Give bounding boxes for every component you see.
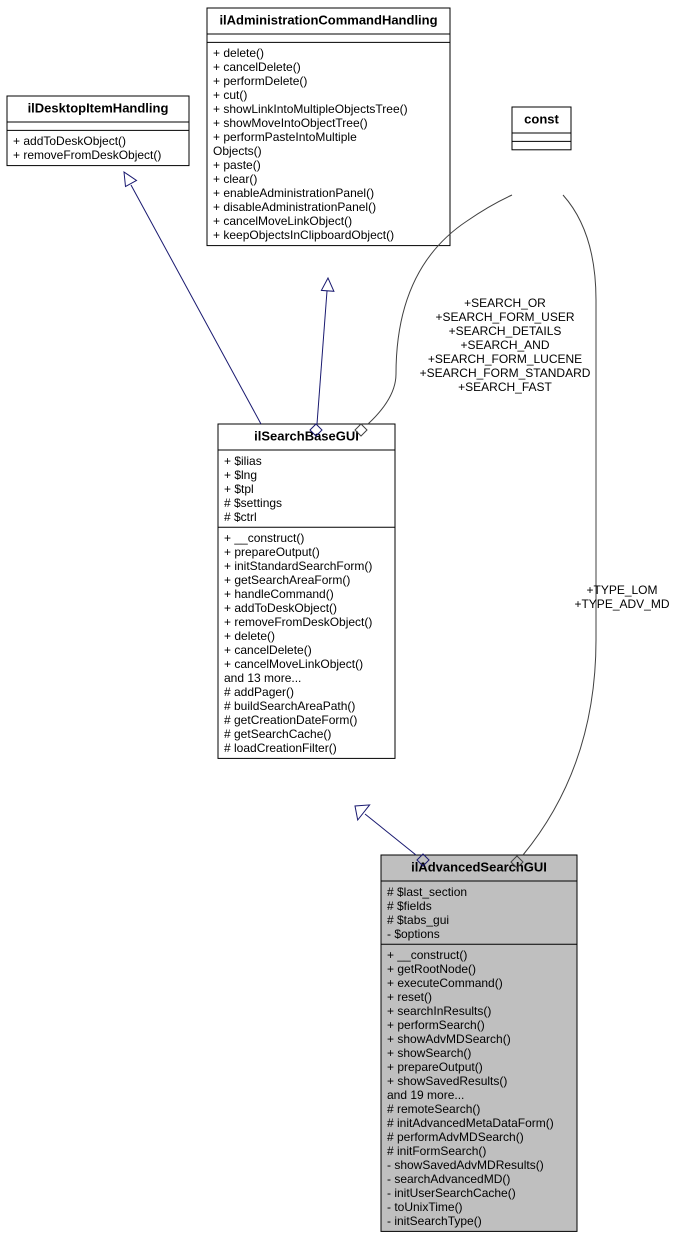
edge-adv_to_const-label: +TYPE_ADV_MD xyxy=(574,597,669,611)
class-advSearch-method: # initFormSearch() xyxy=(387,1144,486,1158)
class-admin-method: Objects() xyxy=(213,144,262,158)
class-desktop-title: ilDesktopItemHandling xyxy=(28,101,169,116)
class-searchBase-method: + getSearchAreaForm() xyxy=(224,573,350,587)
edge-sb_to_const-label: +SEARCH_FAST xyxy=(458,380,552,394)
class-admin-method: + cancelDelete() xyxy=(213,60,301,74)
class-admin-method: + performDelete() xyxy=(213,74,307,88)
class-advSearch-method: # initAdvancedMetaDataForm() xyxy=(387,1116,554,1130)
class-admin-method: + showLinkIntoMultipleObjectsTree() xyxy=(213,102,408,116)
class-admin-method: + delete() xyxy=(213,46,264,60)
class-admin-method: + paste() xyxy=(213,158,261,172)
class-advSearch-attr: # $fields xyxy=(387,899,432,913)
arrowhead-generalization xyxy=(124,172,137,187)
class-admin-method: + keepObjectsInClipboardObject() xyxy=(213,228,394,242)
class-searchBase-method: # getSearchCache() xyxy=(224,727,331,741)
edge-sb_to_const-label: +SEARCH_FORM_STANDARD xyxy=(420,366,591,380)
class-desktop: ilDesktopItemHandling + addToDeskObject()… xyxy=(7,96,189,166)
class-admin: ilAdministrationCommandHandling + delete(… xyxy=(207,8,450,246)
edge-sb_to_const-label: +SEARCH_FORM_LUCENE xyxy=(428,352,582,366)
class-searchBase: ilSearchBaseGUI + $ilias+ $lng+ $tpl# $se… xyxy=(218,424,395,758)
edges: +SEARCH_OR+SEARCH_FORM_USER+SEARCH_DETAI… xyxy=(124,172,670,868)
class-searchBase-method: # loadCreationFilter() xyxy=(224,741,337,755)
edge-adv_to_sb-line xyxy=(365,814,416,855)
class-advSearch-method: - initSearchType() xyxy=(387,1214,482,1228)
class-searchBase-method: + prepareOutput() xyxy=(224,545,320,559)
class-advSearch-method: + searchInResults() xyxy=(387,1004,491,1018)
class-advSearch-title: ilAdvancedSearchGUI xyxy=(411,860,547,875)
class-searchBase-attr: # $ctrl xyxy=(224,510,257,524)
class-advSearch-method: # remoteSearch() xyxy=(387,1102,480,1116)
class-advSearch-attr: # $tabs_gui xyxy=(387,913,449,927)
edge-sb_to_admin-line xyxy=(317,291,327,424)
class-advSearch-method: # performAdvMDSearch() xyxy=(387,1130,524,1144)
class-searchBase-title: ilSearchBaseGUI xyxy=(254,429,359,444)
class-searchBase-attr: + $ilias xyxy=(224,454,262,468)
class-admin-method: + performPasteIntoMultiple xyxy=(213,130,357,144)
class-advSearch-method: + getRootNode() xyxy=(387,962,476,976)
class-searchBase-method: # addPager() xyxy=(224,685,294,699)
class-searchBase-method: # getCreationDateForm() xyxy=(224,713,357,727)
class-searchBase-method: # buildSearchAreaPath() xyxy=(224,699,355,713)
class-advSearch-method: and 19 more... xyxy=(387,1088,464,1102)
class-searchBase-method: + initStandardSearchForm() xyxy=(224,559,372,573)
edge-sb_to_const-label: +SEARCH_FORM_USER xyxy=(435,310,574,324)
class-searchBase-method: + delete() xyxy=(224,629,275,643)
class-advSearch: ilAdvancedSearchGUI # $last_section# $fie… xyxy=(381,855,577,1231)
edge-sb_to_const-label: +SEARCH_OR xyxy=(464,296,546,310)
class-advSearch-method: + __construct() xyxy=(387,948,467,962)
class-advSearch-method: + showSavedResults() xyxy=(387,1074,507,1088)
class-desktop-method: + addToDeskObject() xyxy=(13,134,126,148)
class-admin-method: + showMoveIntoObjectTree() xyxy=(213,116,368,130)
class-admin-title: ilAdministrationCommandHandling xyxy=(219,13,437,28)
arrowhead-generalization xyxy=(355,805,370,820)
class-searchBase-method: + removeFromDeskObject() xyxy=(224,615,372,629)
class-advSearch-method: - showSavedAdvMDResults() xyxy=(387,1158,544,1172)
class-advSearch-method: - initUserSearchCache() xyxy=(387,1186,516,1200)
class-const-title: const xyxy=(524,112,559,127)
class-advSearch-method: + showAdvMDSearch() xyxy=(387,1032,511,1046)
class-searchBase-attr: # $settings xyxy=(224,496,282,510)
class-searchBase-method: and 13 more... xyxy=(224,671,301,685)
class-searchBase-method: + handleCommand() xyxy=(224,587,334,601)
class-advSearch-method: + prepareOutput() xyxy=(387,1060,483,1074)
class-admin-method: + enableAdministrationPanel() xyxy=(213,186,374,200)
edge-sb_to_const-label: +SEARCH_AND xyxy=(460,338,549,352)
class-advSearch-attr: - $options xyxy=(387,927,440,941)
class-advSearch-attr: # $last_section xyxy=(387,885,467,899)
class-const: const xyxy=(512,107,571,150)
class-admin-method: + cut() xyxy=(213,88,247,102)
edge-adv_to_const-line xyxy=(523,195,596,855)
class-searchBase-attr: + $tpl xyxy=(224,482,254,496)
class-advSearch-method: - toUnixTime() xyxy=(387,1200,463,1214)
class-searchBase-attr: + $lng xyxy=(224,468,257,482)
arrowhead-generalization xyxy=(321,278,334,291)
edge-sb_to_const-label: +SEARCH_DETAILS xyxy=(449,324,562,338)
edge-adv_to_const-label: +TYPE_LOM xyxy=(586,583,657,597)
class-advSearch-method: - searchAdvancedMD() xyxy=(387,1172,510,1186)
class-searchBase-method: + cancelMoveLinkObject() xyxy=(224,657,363,671)
class-desktop-method: + removeFromDeskObject() xyxy=(13,148,161,162)
class-advSearch-method: + executeCommand() xyxy=(387,976,503,990)
class-advSearch-method: + showSearch() xyxy=(387,1046,471,1060)
class-admin-method: + disableAdministrationPanel() xyxy=(213,200,376,214)
class-searchBase-method: + __construct() xyxy=(224,531,304,545)
edge-sb_to_admin xyxy=(310,278,334,436)
class-searchBase-method: + addToDeskObject() xyxy=(224,601,337,615)
class-advSearch-method: + reset() xyxy=(387,990,432,1004)
class-advSearch-method: + performSearch() xyxy=(387,1018,485,1032)
class-admin-method: + cancelMoveLinkObject() xyxy=(213,214,352,228)
class-admin-method: + clear() xyxy=(213,172,257,186)
class-searchBase-method: + cancelDelete() xyxy=(224,643,312,657)
